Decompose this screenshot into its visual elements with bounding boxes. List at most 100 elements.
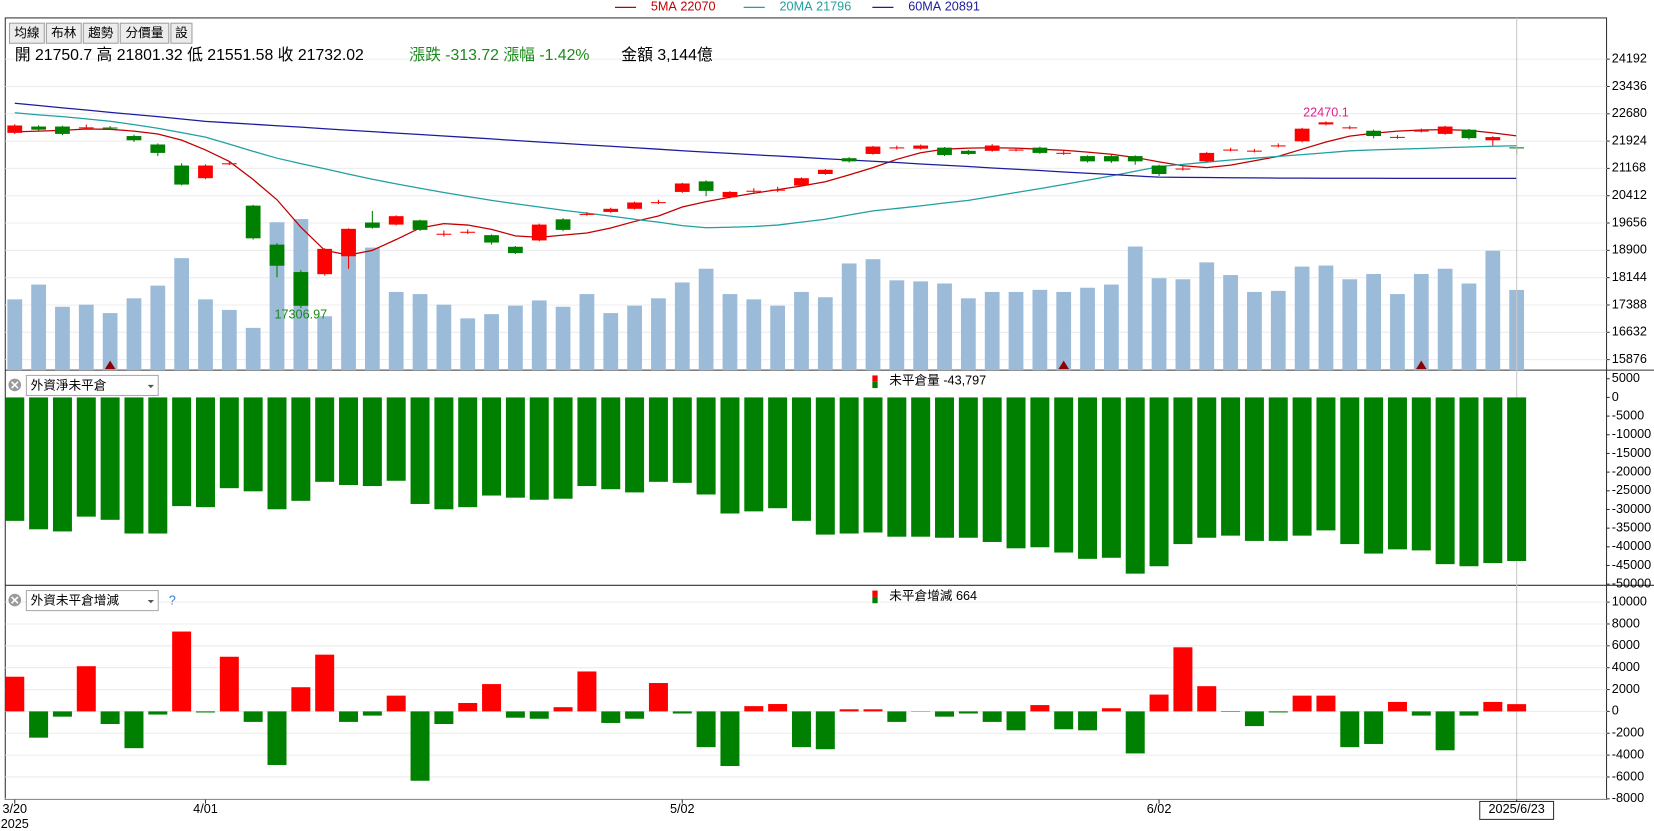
bar [1006, 397, 1026, 549]
bar [1268, 711, 1288, 713]
toolbar-button[interactable] [45, 22, 82, 44]
bar [1316, 397, 1336, 531]
bar [195, 711, 215, 713]
legend-name: 未平倉增減 [889, 588, 953, 603]
volume-bar [1270, 290, 1286, 371]
candle-body [1366, 130, 1382, 137]
bar [982, 397, 1002, 542]
volume-bar [984, 291, 1000, 371]
y-tick-label: 22680 [1612, 106, 1647, 120]
volume-bar [150, 285, 166, 371]
ma-line [14, 128, 1517, 256]
toolbar-button[interactable] [8, 22, 45, 44]
bar [791, 397, 811, 521]
volume-bar [78, 304, 94, 371]
volume-bar [1223, 275, 1238, 371]
y-tick-label: 6000 [1612, 638, 1640, 652]
candle-body [1413, 130, 1429, 132]
candle-body [221, 163, 237, 165]
volume-bar [555, 306, 571, 371]
volume-bar [865, 259, 881, 371]
candle-body [1104, 156, 1119, 162]
candle-body [722, 191, 738, 198]
bar [458, 397, 478, 508]
candle-body [603, 208, 619, 212]
bar [1340, 711, 1360, 748]
bar [1221, 711, 1241, 712]
bar [1340, 397, 1360, 545]
candle-body [1056, 152, 1072, 154]
quote-info: 金額 3,144億 [621, 46, 713, 64]
bar [410, 711, 430, 781]
bar [1125, 711, 1145, 754]
bar [815, 711, 835, 750]
candle-body [31, 126, 46, 130]
candle-body [770, 189, 786, 191]
bar [863, 709, 883, 712]
y-tick-label: -10000 [1612, 427, 1651, 441]
close-icon-cross [11, 381, 19, 389]
volume-bar [746, 299, 762, 371]
bar [1197, 686, 1217, 712]
indicator-selector[interactable] [25, 590, 159, 612]
price-annotation: 22470.1 [1303, 105, 1349, 119]
event-marker [1416, 360, 1427, 370]
toolbar-button-label[interactable]: 趨勢 [88, 26, 114, 40]
bar [1364, 711, 1384, 744]
bar [625, 397, 645, 493]
volume-bar [817, 297, 833, 371]
y-tick-label: 10000 [1612, 594, 1647, 608]
legend-value: -43,797 [943, 374, 986, 388]
bar [219, 397, 239, 489]
bar [911, 397, 931, 537]
legend-icon-down [872, 381, 878, 389]
volume-bar [722, 294, 738, 371]
y-tick-label: 21168 [1612, 161, 1646, 175]
volume-bar [31, 284, 46, 371]
y-tick-label: 23436 [1612, 79, 1647, 93]
legend-name: 60MA [908, 0, 942, 14]
x-tick-label: 5/02 [670, 802, 695, 816]
toolbar-button[interactable] [170, 22, 193, 44]
bar [720, 711, 740, 767]
volume-bar [1056, 291, 1072, 371]
volume-bar [1199, 262, 1215, 371]
indicator-selector[interactable] [25, 374, 159, 396]
y-tick-label: 24192 [1612, 51, 1647, 65]
bar [1483, 397, 1503, 564]
volume-bar [7, 299, 23, 371]
candle-body [1390, 136, 1405, 138]
y-tick-label: 21924 [1612, 133, 1647, 147]
volume-bar [221, 309, 237, 371]
toolbar-button[interactable] [119, 22, 170, 44]
toolbar-button-label[interactable]: 分價量 [126, 26, 164, 40]
bar [1459, 711, 1479, 716]
candle-body [245, 205, 261, 239]
bar [529, 397, 549, 500]
y-tick-label: 0 [1612, 390, 1619, 404]
candle-body [1294, 128, 1310, 142]
candle-body [102, 127, 118, 129]
bar [839, 397, 859, 534]
bar [52, 397, 72, 532]
volume-bar [1080, 287, 1095, 371]
indicator-selector-label[interactable]: 外資未平倉增減 [31, 592, 120, 607]
indicator-selector-label[interactable]: 外資淨未平倉 [31, 378, 107, 392]
bar [863, 397, 883, 533]
toolbar-button-label[interactable]: 設 [175, 25, 188, 40]
x-year-label: 2025 [1, 817, 29, 831]
toolbar-button-label[interactable]: 均線 [14, 25, 40, 40]
bar [1078, 711, 1098, 731]
candle-body [1199, 152, 1215, 162]
toolbar-button[interactable] [82, 22, 119, 44]
bar [148, 711, 168, 715]
volume-bar [1342, 279, 1358, 371]
bar [362, 397, 382, 487]
help-link[interactable]: ? [169, 593, 176, 607]
bar [768, 397, 788, 509]
volume-bar [960, 298, 976, 371]
bar [720, 397, 740, 514]
bar [1292, 397, 1312, 536]
bar [482, 684, 502, 712]
toolbar-button-label[interactable]: 布林 [51, 26, 77, 40]
